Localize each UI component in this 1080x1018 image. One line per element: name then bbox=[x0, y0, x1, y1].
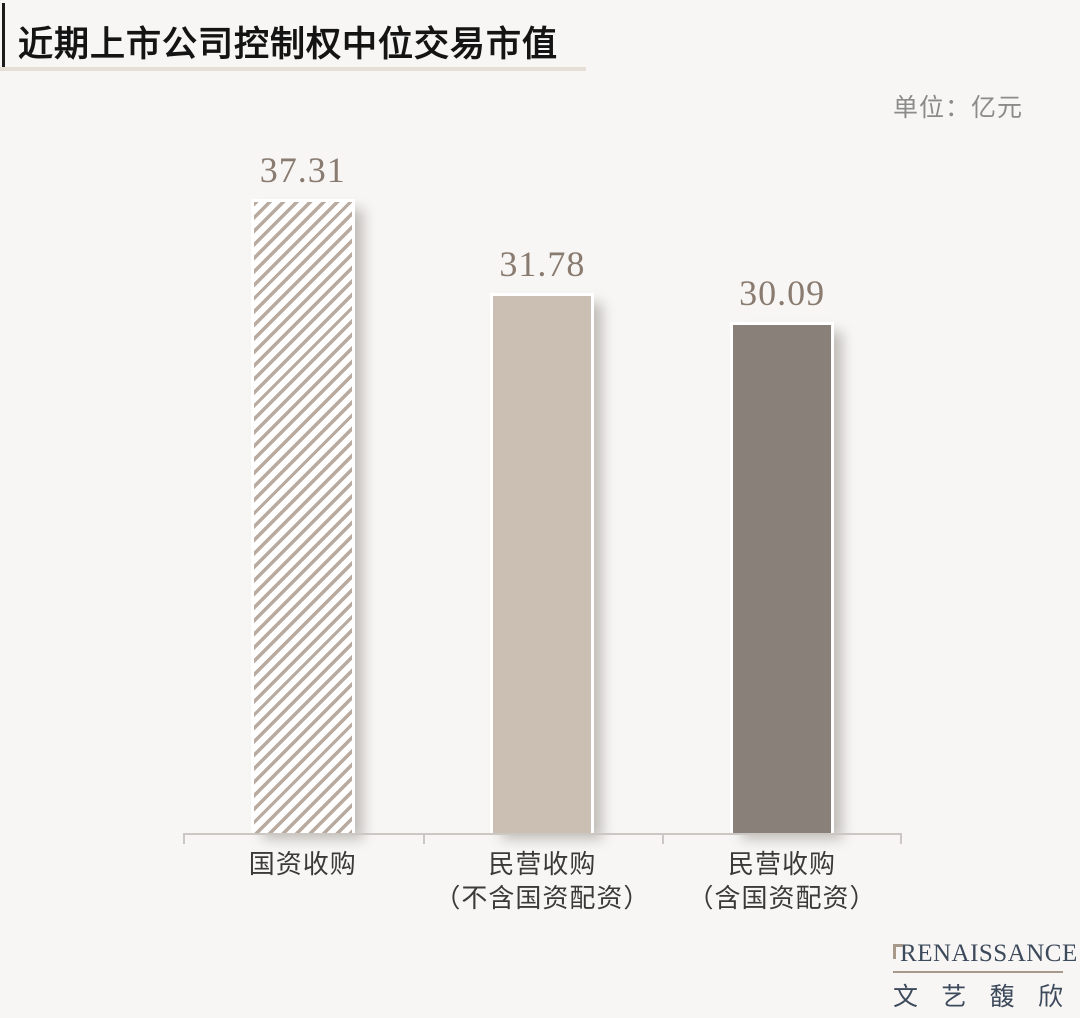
category-label-state-acquisition: 国资收购 bbox=[248, 850, 357, 879]
brand-logo: R ENAISSANCE 文 艺 馥 欣 bbox=[893, 940, 1077, 1013]
brand-logo-r-mark: R bbox=[893, 940, 917, 968]
brand-divider-line bbox=[893, 971, 1063, 973]
bar-value-label: 31.78 bbox=[499, 243, 586, 284]
title-accent-bar bbox=[2, 3, 5, 68]
x-axis-tick bbox=[662, 833, 665, 844]
bar-value-label: 30.09 bbox=[739, 272, 826, 313]
x-axis-tick bbox=[900, 833, 902, 844]
bar-private-excl-state-funding bbox=[490, 292, 595, 833]
unit-label: 单位：亿元 bbox=[892, 95, 1023, 122]
bar-private-incl-state-funding bbox=[730, 321, 835, 833]
category-label-private-incl: 民营收购 （含国资配资） bbox=[687, 850, 877, 913]
category-label-private-excl: 民营收购 （不含国资配资） bbox=[434, 850, 651, 913]
bar-group-private-incl: 30.09 bbox=[662, 140, 902, 833]
bar-group-private-excl: 31.78 bbox=[423, 140, 663, 833]
x-axis-line bbox=[183, 833, 902, 835]
bar-chart-plot: 37.31 31.78 30.09 bbox=[183, 140, 902, 844]
brand-chinese-name: 文 艺 馥 欣 bbox=[893, 984, 1063, 1011]
bar-group-state-acquisition: 37.31 bbox=[183, 140, 423, 833]
page-title: 近期上市公司控制权中位交易市值 bbox=[18, 25, 559, 64]
brand-wordmark-renaissance: R ENAISSANCE bbox=[893, 940, 1077, 968]
title-underline bbox=[0, 67, 586, 71]
bar-value-label: 37.31 bbox=[259, 149, 346, 190]
x-axis-tick bbox=[183, 833, 185, 844]
bar-state-acquisition bbox=[250, 198, 355, 833]
x-axis-category-labels: 国资收购 民营收购 （不含国资配资） 民营收购 （含国资配资） bbox=[183, 848, 902, 916]
x-axis-tick bbox=[422, 833, 425, 844]
brand-logo-r-accent bbox=[893, 944, 903, 959]
